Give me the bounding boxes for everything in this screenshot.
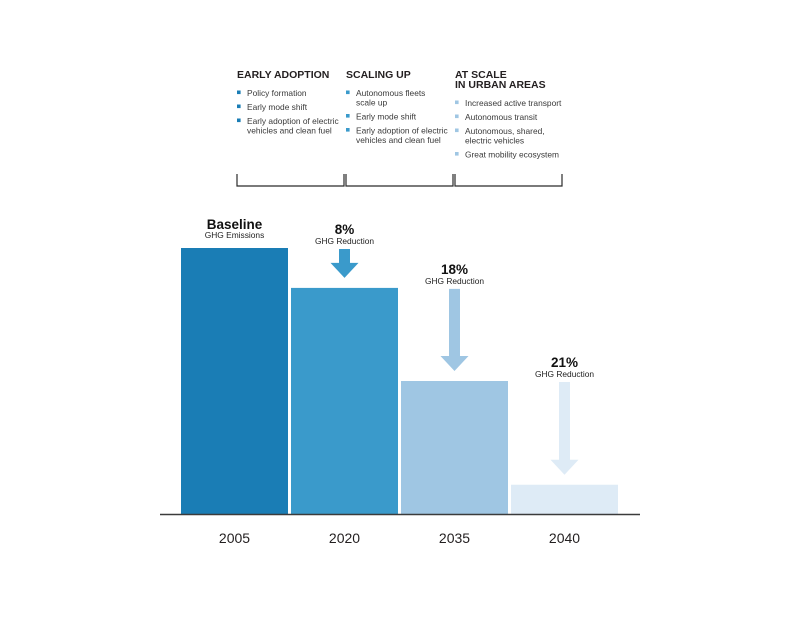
bar-2035 (401, 381, 508, 514)
phase-2-item-2: Early mode shift (356, 112, 417, 122)
phase-2-item-3: Early adoption of electric (356, 126, 448, 136)
down-arrow-icon (330, 249, 359, 278)
bullet-icon (346, 128, 350, 132)
x-tick-2020: 2020 (329, 530, 360, 546)
phase-bracket-1 (236, 174, 345, 187)
bar-2040 (511, 484, 618, 514)
reduction-2035-subtitle: GHG Reduction (425, 276, 484, 286)
reduction-2020-headline: 8% (335, 222, 355, 237)
phase-title-2: SCALING UP (346, 69, 411, 81)
bar-2020 (291, 287, 398, 514)
x-tick-2005: 2005 (219, 530, 250, 546)
bullet-icon (455, 114, 459, 119)
bullet-icon (237, 104, 241, 109)
bullet-icon (455, 100, 459, 105)
bullet-icon (237, 90, 241, 95)
phase-title-1: EARLY ADOPTION (237, 69, 329, 81)
reduction-2035-headline: 18% (441, 262, 468, 277)
phase-3-item-3: Autonomous, shared, (465, 126, 545, 136)
bar-2005 (181, 248, 288, 514)
reduction-2040-headline: 21% (551, 355, 578, 370)
phase-3-item-1: Increased active transport (465, 98, 562, 108)
reduction-2020-subtitle: GHG Reduction (315, 236, 374, 246)
bullet-icon (455, 128, 459, 133)
phase-2-item-3: vehicles and clean fuel (356, 135, 441, 145)
bullet-icon (346, 114, 350, 118)
phase-title-3: AT SCALE (455, 69, 507, 81)
baseline-subtitle: GHG Emissions (205, 230, 265, 240)
phase-1-item-2: Early mode shift (247, 102, 308, 112)
down-arrow-icon (550, 382, 579, 475)
bullet-icon (346, 90, 350, 95)
down-arrow-icon (440, 288, 469, 371)
phase-3-item-2: Autonomous transit (465, 112, 538, 122)
bullet-icon (237, 118, 241, 123)
baseline-headline: Baseline (207, 217, 263, 232)
phase-3-item-4: Great mobility ecosystem (465, 150, 559, 160)
phase-title-3: IN URBAN AREAS (455, 79, 546, 91)
phase-1-item-1: Policy formation (247, 88, 307, 98)
phase-bracket-3 (454, 174, 563, 187)
phase-2-item-1: Autonomous fleets (356, 88, 425, 98)
phase-bracket-2 (345, 174, 454, 187)
phase-2-item-1: scale up (356, 98, 388, 108)
phase-1-item-3: Early adoption of electric (247, 116, 339, 126)
x-tick-2035: 2035 (439, 530, 470, 546)
phase-3-item-3: electric vehicles (465, 136, 524, 146)
bullet-icon (455, 152, 459, 156)
reduction-2040-subtitle: GHG Reduction (535, 369, 594, 379)
phase-1-item-3: vehicles and clean fuel (247, 126, 332, 136)
x-tick-2040: 2040 (549, 530, 580, 546)
